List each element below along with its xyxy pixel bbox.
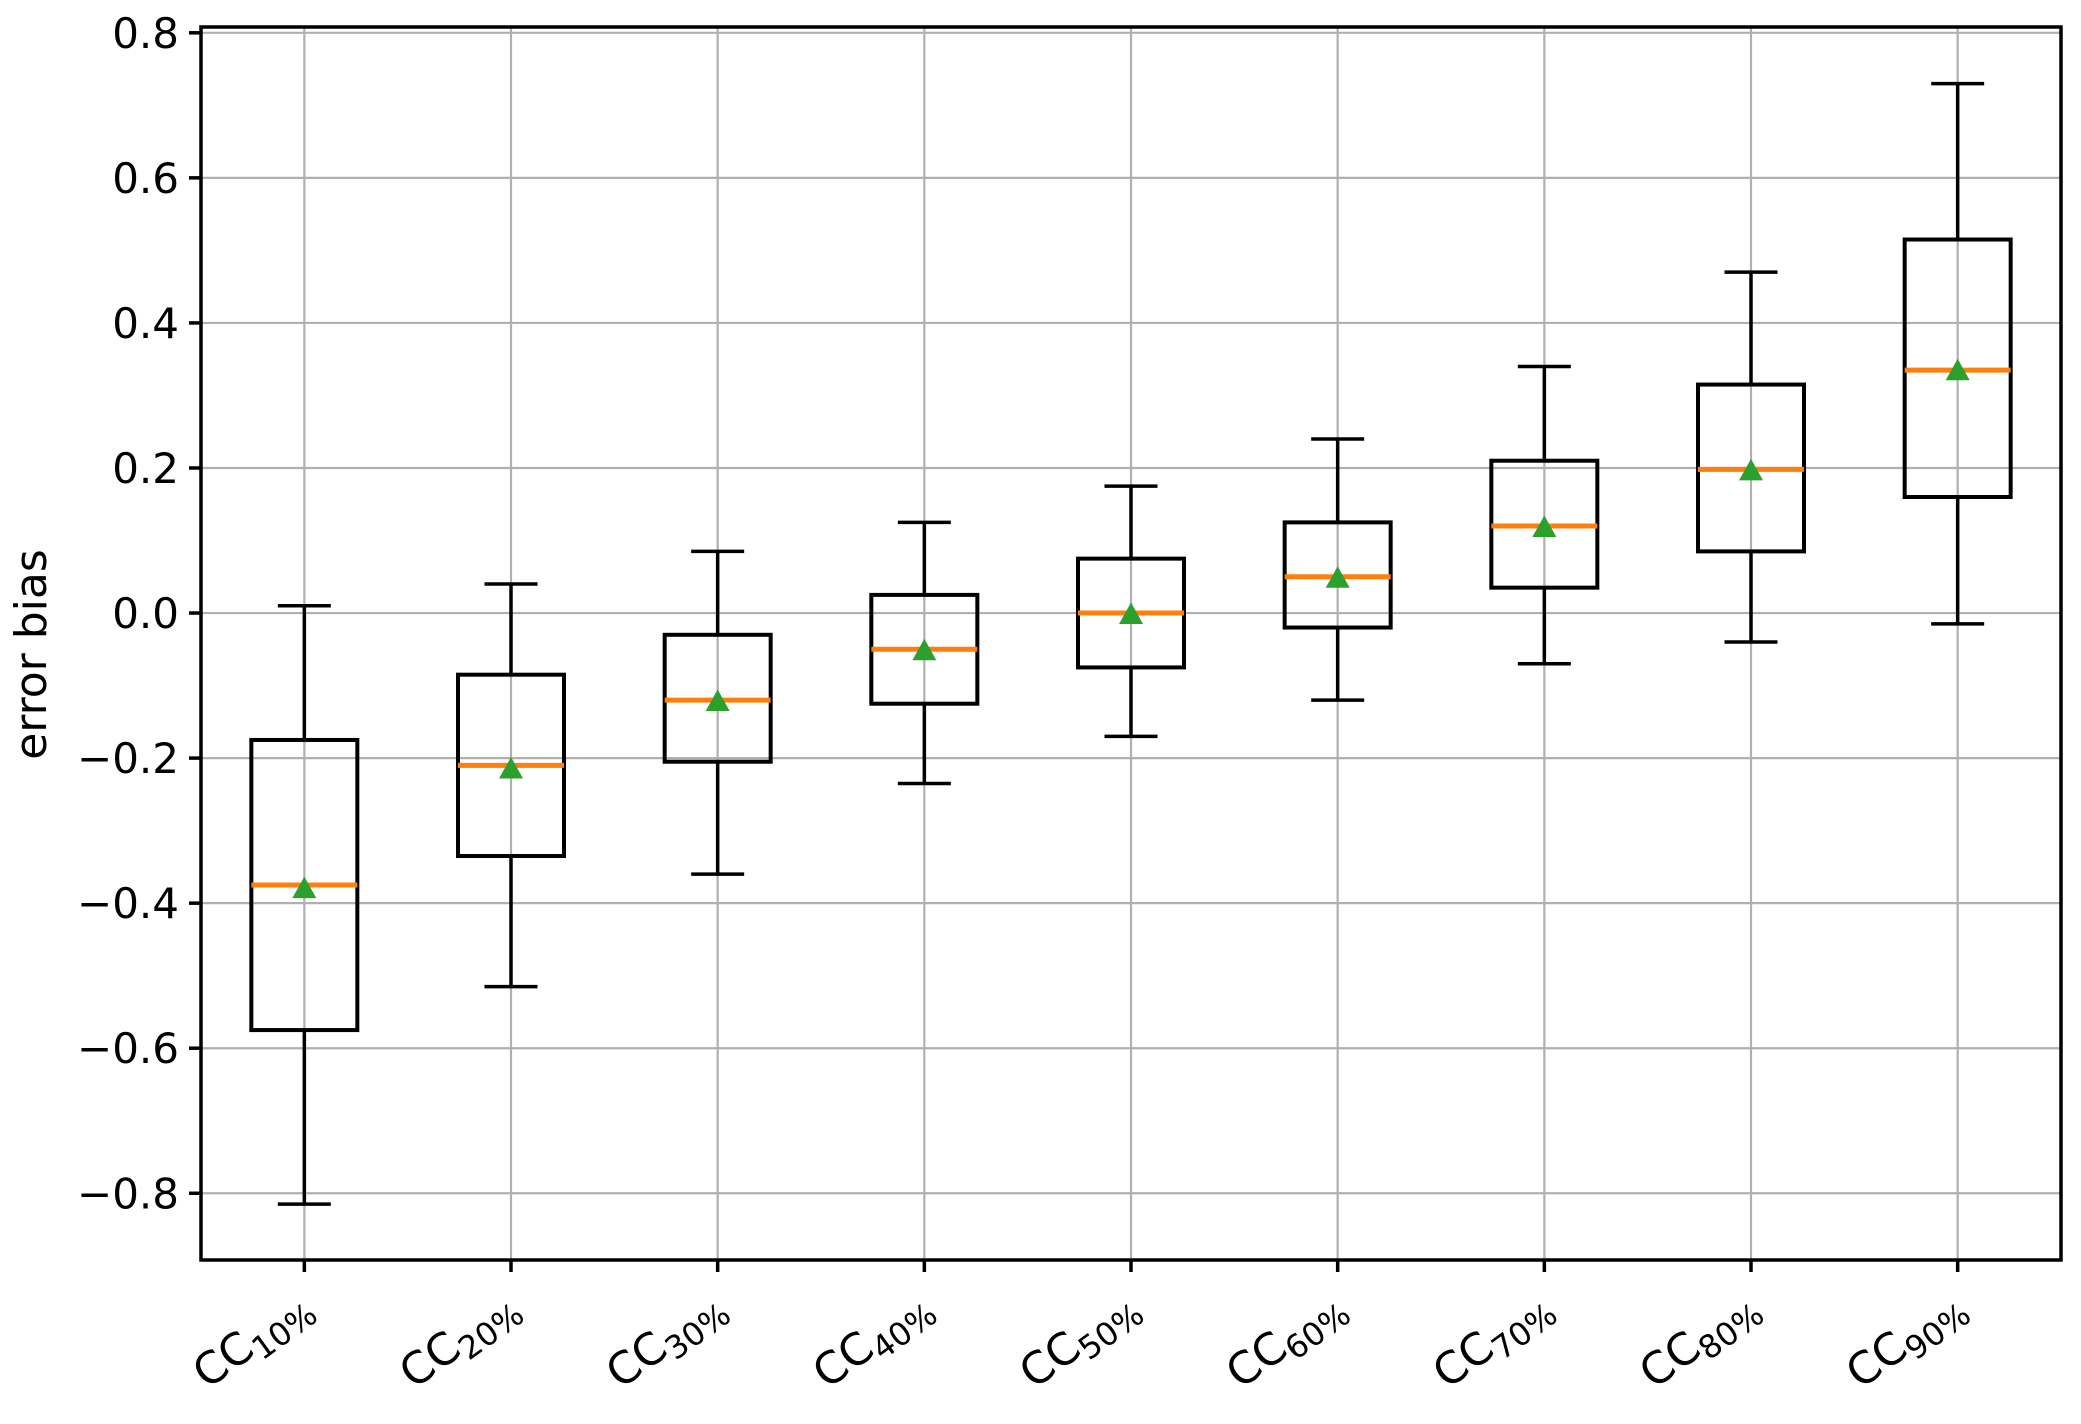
mean-marker (1945, 358, 1970, 381)
y-tick-label: −0.4 (77, 879, 179, 928)
mean-marker (1739, 458, 1763, 481)
y-tick-label: 0.6 (112, 154, 179, 203)
box-group (1696, 270, 1806, 644)
y-tick-label: −0.2 (77, 734, 179, 783)
mean-marker (1119, 602, 1143, 624)
y-tick-label: 0.0 (112, 589, 179, 638)
box-group (1076, 484, 1186, 739)
y-tick-label: −0.8 (77, 1169, 179, 1218)
y-tick-label: −0.6 (77, 1024, 179, 1073)
mean-marker (705, 689, 730, 712)
y-tick-label: 0.2 (112, 444, 179, 493)
box-group (869, 520, 980, 786)
box-group (1282, 437, 1393, 702)
mean-marker (499, 756, 523, 779)
mean-marker (292, 876, 317, 899)
mean-marker (1325, 566, 1350, 588)
box-group (1902, 81, 2013, 626)
y-axis: 0.8 0.6 0.4 0.2 0.0 −0.2 −0.4 −0.6 −0.8 (77, 9, 201, 1218)
y-tick-label: 0.4 (112, 299, 179, 348)
box-group (456, 582, 566, 989)
y-tick-label: 0.8 (112, 9, 179, 58)
box-group (249, 604, 360, 1206)
y-axis-label: error bias (6, 549, 57, 760)
mean-marker (912, 638, 937, 661)
mean-marker (1532, 515, 1557, 537)
box-group (1489, 364, 1600, 666)
box-group (662, 549, 773, 876)
